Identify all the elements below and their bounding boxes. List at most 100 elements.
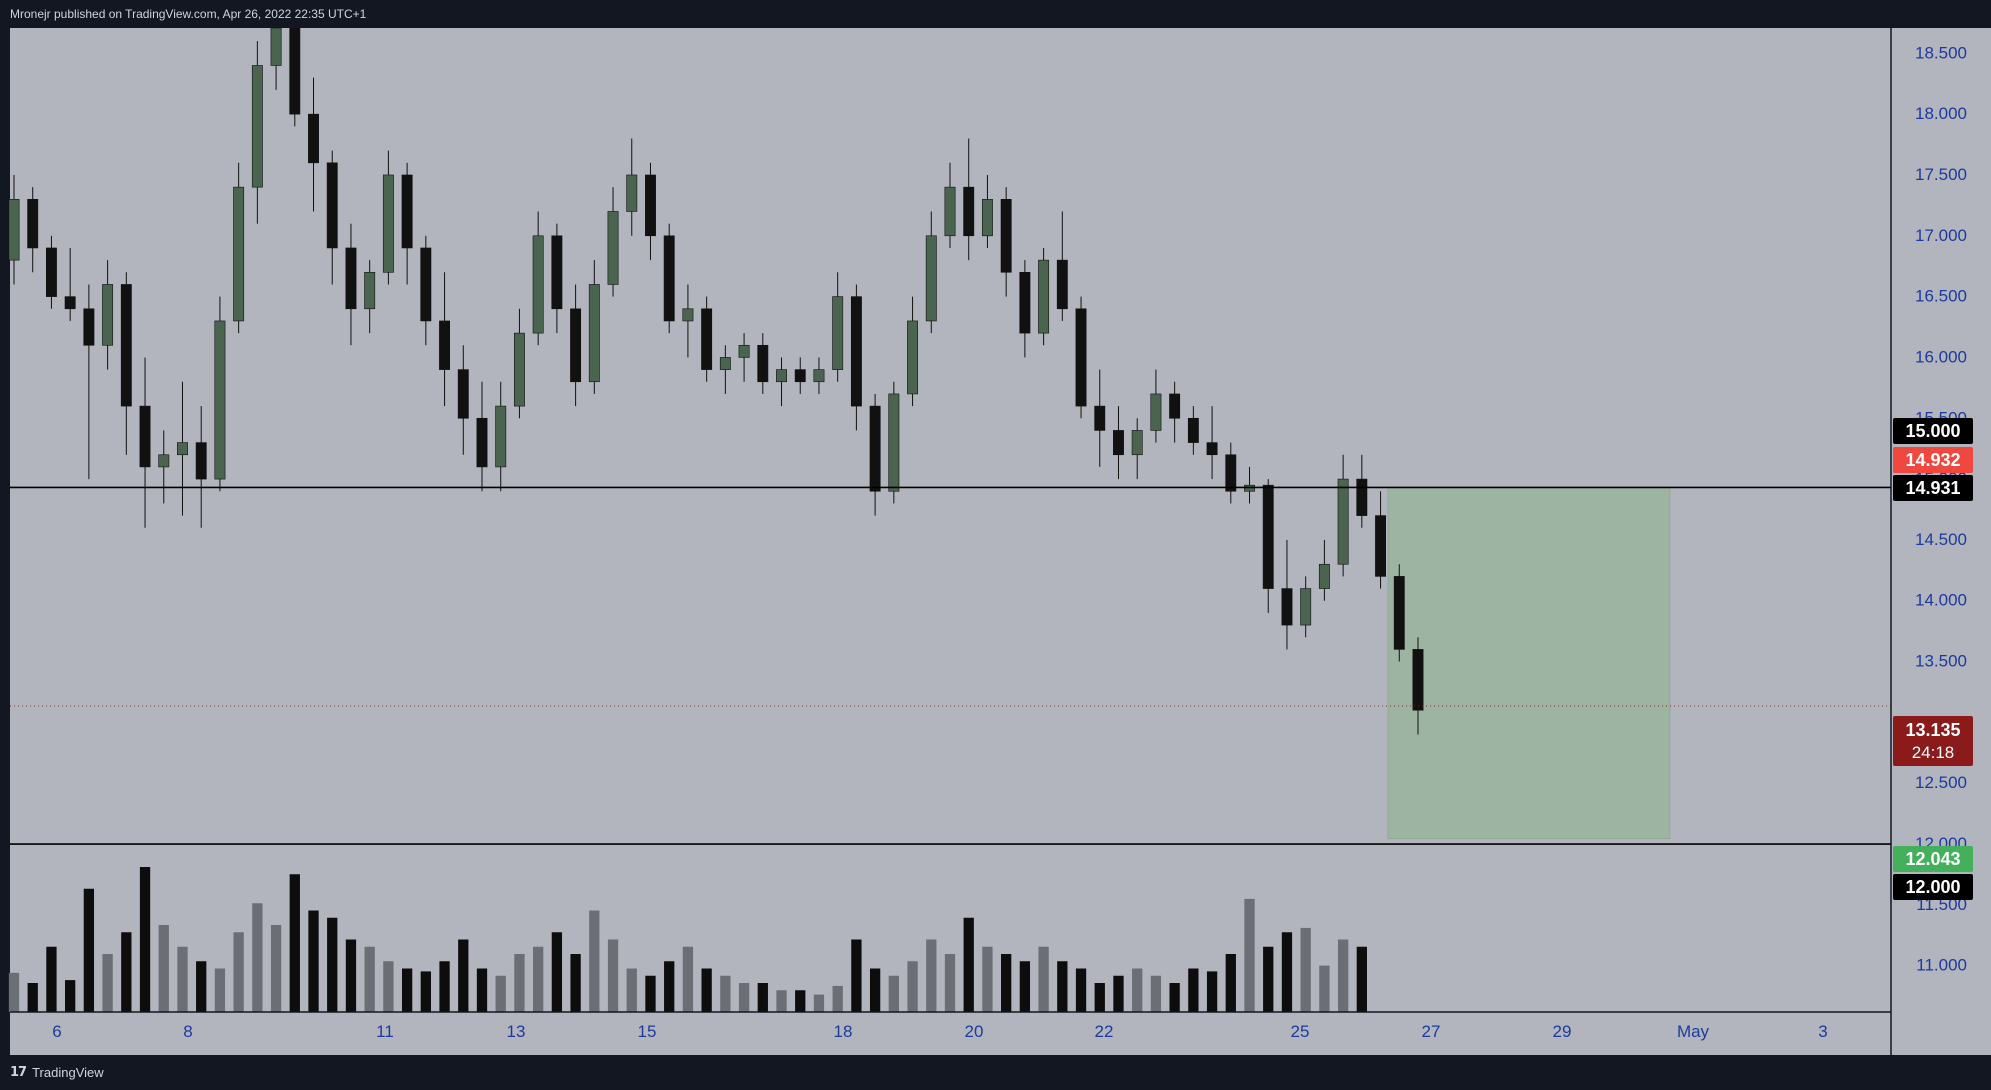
volume-bar <box>383 961 394 1012</box>
volume-bar <box>888 975 899 1012</box>
candle-body <box>682 308 694 322</box>
volume-bar <box>738 983 750 1012</box>
candle-body <box>8 199 20 261</box>
price-label-box <box>1893 475 1973 501</box>
footer-brand: TradingView <box>32 1065 104 1080</box>
x-tick-label: 25 <box>1291 1022 1310 1041</box>
volume-bar <box>982 946 993 1012</box>
volume-bar <box>720 975 731 1012</box>
y-tick-label: 13.500 <box>1915 652 1967 671</box>
candle-body <box>925 235 937 322</box>
volume-bar <box>1094 983 1105 1012</box>
volume-bar <box>308 910 319 1012</box>
candle-body <box>1000 199 1012 273</box>
volume-bar <box>551 932 563 1012</box>
candle-body <box>551 235 563 310</box>
y-tick-label: 14.500 <box>1915 530 1967 549</box>
candle-body <box>420 247 432 322</box>
candle-body <box>64 296 76 310</box>
y-tick-label: 14.000 <box>1915 591 1967 610</box>
volume-bar <box>83 888 95 1012</box>
candle-body <box>233 186 245 322</box>
volume-bar <box>1113 975 1124 1012</box>
volume-bar <box>233 932 244 1012</box>
candle-body <box>139 405 151 468</box>
volume-bar <box>1263 946 1274 1012</box>
price-label: 13.135 <box>1905 720 1960 740</box>
volume-bar <box>65 980 76 1012</box>
candle-body <box>963 186 975 237</box>
volume-bar <box>907 961 918 1012</box>
volume-bar <box>963 917 974 1012</box>
candle-body <box>719 357 731 370</box>
candle-body <box>270 27 282 66</box>
volume-bar <box>1300 927 1311 1012</box>
volume-bar <box>401 968 413 1012</box>
volume-bar <box>1319 965 1330 1012</box>
volume-bar <box>813 994 825 1012</box>
volume-bar <box>158 925 169 1012</box>
x-tick-label: 20 <box>965 1022 984 1041</box>
volume-bar <box>776 990 787 1012</box>
price-label: 14.932 <box>1905 450 1960 470</box>
candle-body <box>401 174 413 249</box>
volume-bar <box>177 946 188 1012</box>
candle-body <box>1206 442 1218 456</box>
candle-body <box>532 235 544 334</box>
y-tick-label: 16.500 <box>1915 287 1967 306</box>
volume-bar <box>364 946 375 1012</box>
volume-bar <box>607 939 619 1012</box>
candle-body <box>663 235 675 322</box>
countdown-label: 24:18 <box>1912 743 1955 762</box>
candle-body <box>1075 308 1087 407</box>
volume-bar <box>533 946 544 1012</box>
candle-body <box>45 247 57 297</box>
publish-info: Mronejr published on TradingView.com, Ap… <box>0 0 1991 28</box>
candle-body <box>1131 430 1143 456</box>
candle-body <box>83 308 95 346</box>
candle-body <box>251 65 263 188</box>
x-tick-label: 18 <box>834 1022 853 1041</box>
volume-bar <box>514 954 525 1012</box>
candle-body <box>850 296 862 407</box>
candle-body <box>1356 478 1368 516</box>
volume-bar <box>27 983 38 1012</box>
volume-bar <box>1169 983 1180 1012</box>
y-tick-label: 17.500 <box>1915 165 1967 184</box>
volume-bar <box>252 903 263 1012</box>
y-tick-label: 18.500 <box>1915 43 1967 62</box>
candle-body <box>607 211 619 285</box>
candle-body <box>794 369 806 383</box>
volume-bar <box>589 910 600 1012</box>
volume-bar <box>926 939 937 1012</box>
volume-bar <box>757 983 768 1012</box>
y-tick-label: 12.500 <box>1915 773 1967 792</box>
volume-bar <box>1225 954 1236 1012</box>
volume-bar <box>289 874 300 1012</box>
target-zone <box>1387 487 1671 840</box>
candle-body <box>1225 454 1237 492</box>
candle-body <box>1337 478 1349 565</box>
volume-bar <box>626 968 637 1012</box>
volume-bar <box>701 968 712 1012</box>
candle-body <box>645 174 656 237</box>
candle-body <box>626 174 638 212</box>
candle-body <box>195 442 207 480</box>
x-tick-label: May <box>1677 1022 1710 1041</box>
candle-body <box>27 199 39 249</box>
volume-bar <box>1150 975 1162 1012</box>
volume-bar <box>1057 961 1068 1012</box>
volume-bar <box>832 985 843 1012</box>
volume-bar <box>1075 968 1087 1012</box>
price-label: 14.931 <box>1905 478 1960 498</box>
x-tick-label: 29 <box>1553 1022 1572 1041</box>
y-tick-label: 18.000 <box>1915 104 1967 123</box>
candle-body <box>1393 576 1405 650</box>
candle-body <box>476 417 488 468</box>
x-tick-label: 13 <box>507 1022 526 1041</box>
volume-bar <box>327 917 338 1012</box>
volume-bar <box>345 939 357 1012</box>
candle-body <box>1056 259 1068 310</box>
candle-body <box>120 284 132 407</box>
